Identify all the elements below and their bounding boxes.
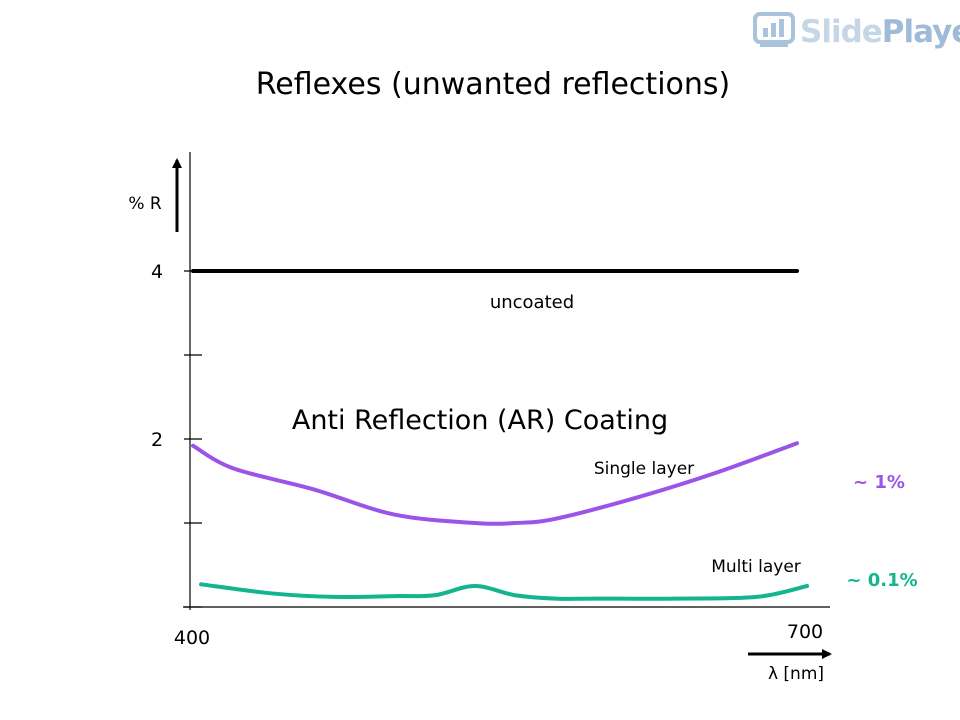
- uncoated-label: uncoated: [490, 292, 574, 313]
- slideplayer-logo: SlidePlayer: [752, 12, 960, 54]
- series-line-multi: [199, 582, 810, 601]
- series-line-single: [191, 441, 799, 526]
- y-axis-label: % R: [128, 194, 162, 214]
- chart-title: Reflexes (unwanted reflections): [256, 67, 730, 102]
- x-tick-label: 400: [174, 627, 210, 649]
- multi-layer-value-label: ~ 0.1%: [846, 570, 917, 591]
- x-axis-label: λ [nm]: [768, 664, 824, 684]
- y-tick-label: 4: [151, 261, 163, 283]
- y-tick-label: 2: [151, 429, 163, 451]
- logo-wordmark: SlidePlayer: [800, 14, 960, 50]
- presentation-board-icon: [753, 12, 795, 47]
- ar-coating-label: Anti Reflection (AR) Coating: [292, 405, 668, 436]
- x-tick-label: 700: [787, 621, 823, 643]
- single-layer-value-label: ~ 1%: [853, 472, 905, 493]
- logo-word-player: Player: [881, 14, 960, 50]
- multi-layer-label: Multi layer: [711, 557, 801, 577]
- single-layer-label: Single layer: [594, 459, 694, 479]
- logo-word-slide: Slide: [800, 14, 883, 50]
- x-ticks: 400 700: [174, 621, 823, 649]
- y-ticks: 42: [151, 261, 202, 608]
- series-group: [191, 269, 810, 601]
